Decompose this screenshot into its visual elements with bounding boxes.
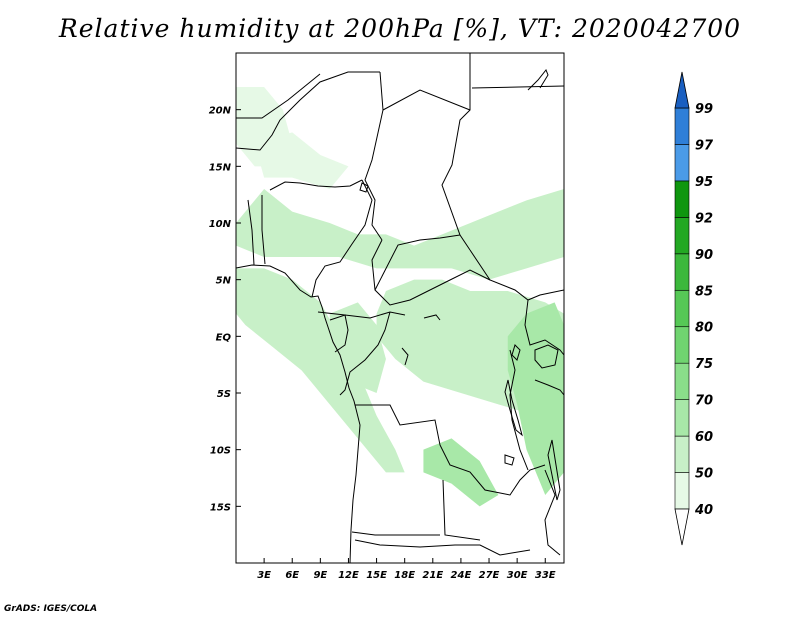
x-tick-label: 24E <box>451 570 472 581</box>
border-car-south <box>374 234 461 291</box>
border-nigeria-cameroon <box>311 179 373 298</box>
colorbar-segment <box>674 144 690 182</box>
y-tick-label: 10S <box>210 446 231 457</box>
credit-label: GrADS: IGES/COLA <box>4 604 98 614</box>
border-congo-drc <box>339 311 391 396</box>
lake-fragment-1 <box>423 314 441 321</box>
x-tick-label: 30E <box>507 570 528 581</box>
border-uganda-kenya <box>524 299 564 356</box>
colorbar-segment <box>674 326 690 364</box>
lake-tanganyika <box>504 379 523 437</box>
colorbar-segment <box>674 472 690 510</box>
colorbar-segment <box>674 362 690 400</box>
humidity-region-central-band <box>329 302 386 393</box>
colorbar-segment <box>674 253 690 291</box>
lake-malawi <box>547 439 561 501</box>
border-gabon <box>329 314 349 353</box>
x-tick-label: 3E <box>257 570 271 581</box>
border-angola-namibia <box>354 539 531 556</box>
colorbar-label: 90 <box>695 248 713 263</box>
lake-fragment-2 <box>401 347 409 366</box>
border-niger-nigeria <box>269 179 363 191</box>
y-tick-label: EQ <box>216 332 232 343</box>
coastline <box>236 264 361 563</box>
y-tick-label: 10N <box>209 219 232 230</box>
colorbar-top-arrow <box>674 71 690 109</box>
y-axis: 20N 15N 10N 5N EQ 5S 10S 15S <box>209 106 241 513</box>
map-title: Relative humidity at 200hPa [%], VT: 202… <box>58 14 742 43</box>
border-egypt <box>471 85 564 89</box>
lake-kivu <box>511 344 521 361</box>
lake-chad <box>359 182 369 193</box>
colorbar-segment <box>674 435 690 473</box>
x-tick-label: 21E <box>422 570 443 581</box>
humidity-region-sahel-band <box>236 189 564 280</box>
border-drc-east <box>509 349 529 471</box>
colorbar-label: 40 <box>694 503 713 518</box>
x-tick-label: 9E <box>313 570 327 581</box>
colorbar-segment <box>674 289 690 328</box>
colorbar-label: 99 <box>695 102 713 117</box>
x-tick-label: 33E <box>535 570 556 581</box>
colorbar-label: 50 <box>695 467 713 482</box>
colorbar: 40 50 60 70 75 80 85 90 92 95 97 99 <box>674 71 714 546</box>
colorbar-label: 97 <box>695 138 714 153</box>
y-tick-label: 5S <box>217 389 231 400</box>
lake-mweru <box>504 454 515 466</box>
border-niger-mali <box>236 71 380 151</box>
colorbar-label: 75 <box>695 357 713 372</box>
border-libya-sudan <box>382 89 471 111</box>
colorbar-label: 60 <box>695 430 713 445</box>
colorbar-label: 70 <box>695 394 713 409</box>
border-angola-zambia <box>442 479 481 541</box>
y-tick-label: 20N <box>209 106 232 117</box>
colorbar-label: 80 <box>695 321 713 336</box>
border-togo <box>247 199 255 266</box>
country-borders <box>236 53 564 563</box>
border-drc-south <box>355 404 546 496</box>
humidity-region-east-patch <box>423 438 499 507</box>
border-mali-algeria <box>236 73 321 119</box>
humidity-region-north-streak <box>254 132 349 189</box>
x-tick-label: 15E <box>366 570 387 581</box>
lake-victoria <box>534 344 559 369</box>
colorbar-label: 85 <box>695 284 713 299</box>
border-sudan-south <box>469 249 564 301</box>
colorbar-bottom-arrow <box>674 508 690 546</box>
island-sinai <box>527 69 549 91</box>
border-mozambique <box>544 469 561 556</box>
border-cameroon-congo <box>317 311 406 319</box>
x-axis: 3E 6E 9E 12E 15E 18E 21E 24E 27E 30E 33E <box>257 558 556 581</box>
humidity-fill-layer <box>236 87 564 507</box>
humidity-region-west-coast <box>236 268 405 473</box>
colorbar-label: 92 <box>695 211 713 226</box>
map-frame <box>235 52 565 564</box>
colorbar-label: 95 <box>695 175 713 190</box>
border-zambia-south <box>351 531 440 536</box>
x-tick-label: 18E <box>394 570 415 581</box>
x-tick-label: 27E <box>479 570 500 581</box>
colorbar-segment <box>674 217 690 255</box>
border-car-north <box>371 239 491 306</box>
x-tick-label: 12E <box>338 570 359 581</box>
border-benin <box>261 195 266 265</box>
colorbar-segment <box>674 180 690 218</box>
y-tick-label: 15S <box>210 502 231 513</box>
y-tick-label: 15N <box>209 162 232 173</box>
x-tick-label: 6E <box>285 570 299 581</box>
colorbar-segment <box>674 107 690 145</box>
border-tanzania <box>534 379 564 396</box>
y-tick-label: 5N <box>216 276 232 287</box>
colorbar-segment <box>674 399 690 437</box>
